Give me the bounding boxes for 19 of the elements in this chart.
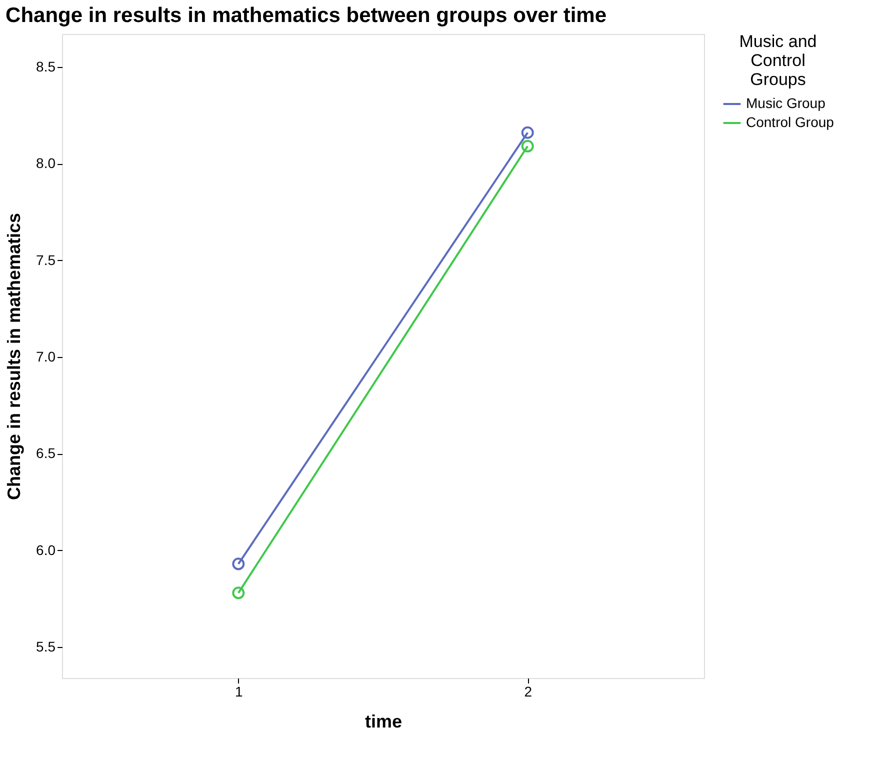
legend-label: Control Group <box>746 114 834 130</box>
point <box>232 558 245 570</box>
y-tick-label: 6.5 <box>36 445 56 462</box>
point <box>521 140 534 152</box>
chart-title: Change in results in mathematics between groups over time <box>6 4 607 27</box>
y-tick-label: 7.5 <box>36 252 56 268</box>
x-tick-label: 1 <box>235 684 244 700</box>
x-tick-label: 2 <box>524 684 532 700</box>
x-axis-title: time <box>364 712 402 732</box>
y-tick-label: 5.5 <box>36 638 56 655</box>
y-tick-label: 7.0 <box>36 348 56 364</box>
y-tick-label: 6.0 <box>36 542 56 558</box>
y-axis-title: Change in results in mathematics <box>4 212 24 500</box>
legend-label: Music Group <box>746 95 826 111</box>
point <box>521 126 534 139</box>
y-tick-label: 8.5 <box>36 58 56 74</box>
point <box>232 586 245 600</box>
y-tick-label: 8.0 <box>36 155 56 172</box>
legend-title: Music and Control Groups <box>739 32 817 89</box>
